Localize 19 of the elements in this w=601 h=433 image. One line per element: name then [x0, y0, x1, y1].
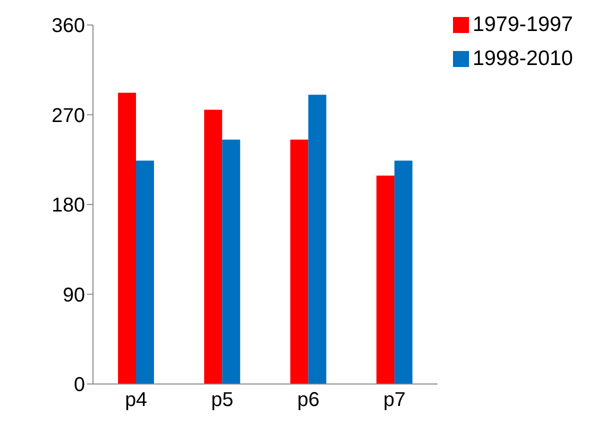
y-tick-label: 360	[52, 15, 85, 38]
bar	[376, 176, 394, 384]
x-tick-label: p6	[297, 389, 320, 412]
y-tick-label: 0	[74, 374, 85, 396]
bar	[394, 160, 412, 384]
legend-label: 1998-2010	[472, 47, 573, 70]
bar	[308, 94, 326, 384]
x-tick-label: p5	[211, 389, 234, 412]
x-tick-label: p7	[383, 389, 406, 412]
y-tick-label: 270	[52, 104, 85, 127]
y-tick-label: 180	[52, 194, 85, 217]
x-tick-label: p4	[124, 389, 148, 412]
bar	[136, 160, 154, 384]
bar	[204, 110, 222, 384]
bar	[118, 92, 136, 384]
legend-label: 1979-1997	[472, 13, 573, 36]
bar	[290, 140, 308, 384]
bar	[222, 140, 240, 384]
y-tick-label: 90	[62, 284, 85, 306]
